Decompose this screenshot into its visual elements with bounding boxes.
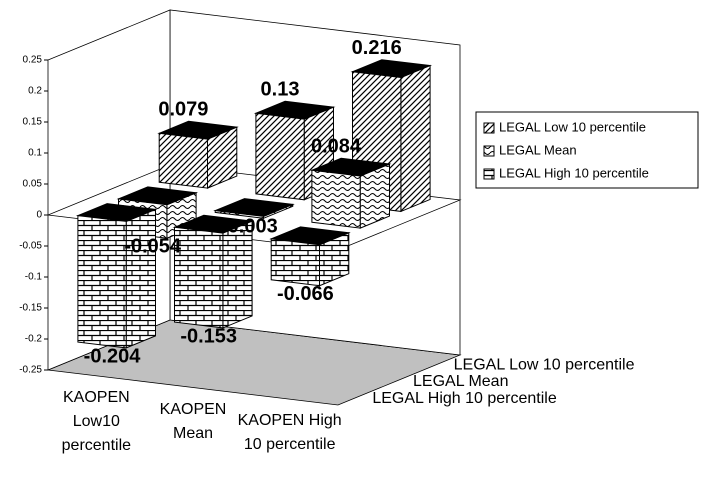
y-tick-label: -0.1 — [25, 272, 43, 283]
y-tick-label: -0.05 — [19, 241, 42, 252]
y-tick-label: 0 — [36, 210, 42, 221]
value-label: -0.066 — [277, 283, 334, 305]
legend-label: LEGAL High 10 percentile — [499, 165, 649, 180]
bar — [158, 132, 208, 189]
y-tick-label: -0.2 — [25, 334, 43, 345]
y-tick-label: 0.15 — [23, 117, 43, 128]
bar — [255, 112, 305, 201]
x-tick-label: KAOPEN Mean — [159, 400, 227, 442]
depth-label: LEGAL Low 10 percentile — [454, 357, 635, 374]
value-label: 0.079 — [158, 98, 208, 120]
y-tick-label: -0.15 — [19, 303, 42, 314]
x-tick-label: KAOPEN High 10 percentile — [237, 412, 342, 454]
y-tick-label: -0.25 — [19, 365, 42, 376]
bar-side — [400, 64, 431, 213]
y-tick-label: 0.2 — [28, 86, 42, 97]
legend-label: LEGAL Mean — [499, 142, 577, 157]
x-tick-label: KAOPEN Low10 percentile — [61, 388, 132, 454]
legend: LEGAL Low 10 percentile LEGAL Mean LEGAL H… — [475, 111, 699, 189]
bar — [270, 238, 320, 287]
value-label: -0.204 — [84, 345, 142, 367]
y-tick-label: 0.25 — [23, 55, 43, 66]
value-label: -0.003 — [221, 216, 278, 238]
bar — [174, 226, 224, 329]
y-tick-label: 0.05 — [23, 179, 43, 190]
legend-swatch — [483, 145, 495, 157]
depth-label: LEGAL High 10 percentile — [372, 390, 557, 407]
value-label: 0.13 — [261, 79, 300, 101]
bar-group — [75, 203, 158, 349]
legend-box — [475, 111, 699, 189]
value-label: -0.054 — [124, 236, 182, 258]
bar-group — [172, 214, 255, 329]
bar — [311, 169, 361, 229]
value-label: -0.153 — [180, 325, 237, 347]
value-label: 0.084 — [311, 135, 362, 157]
legend-swatch — [483, 168, 495, 180]
bar-group — [269, 226, 351, 287]
bar-side — [125, 208, 156, 349]
legend-swatch — [483, 122, 495, 134]
depth-label: LEGAL Mean — [413, 373, 508, 390]
legend-label: LEGAL Low 10 percentile — [499, 119, 646, 134]
value-label: 0.216 — [352, 37, 402, 59]
bar-group — [309, 157, 392, 229]
y-tick-label: 0.1 — [28, 148, 42, 159]
bar — [77, 215, 127, 349]
bar-group — [157, 120, 239, 189]
bar-group — [213, 198, 295, 220]
bar — [214, 210, 264, 219]
